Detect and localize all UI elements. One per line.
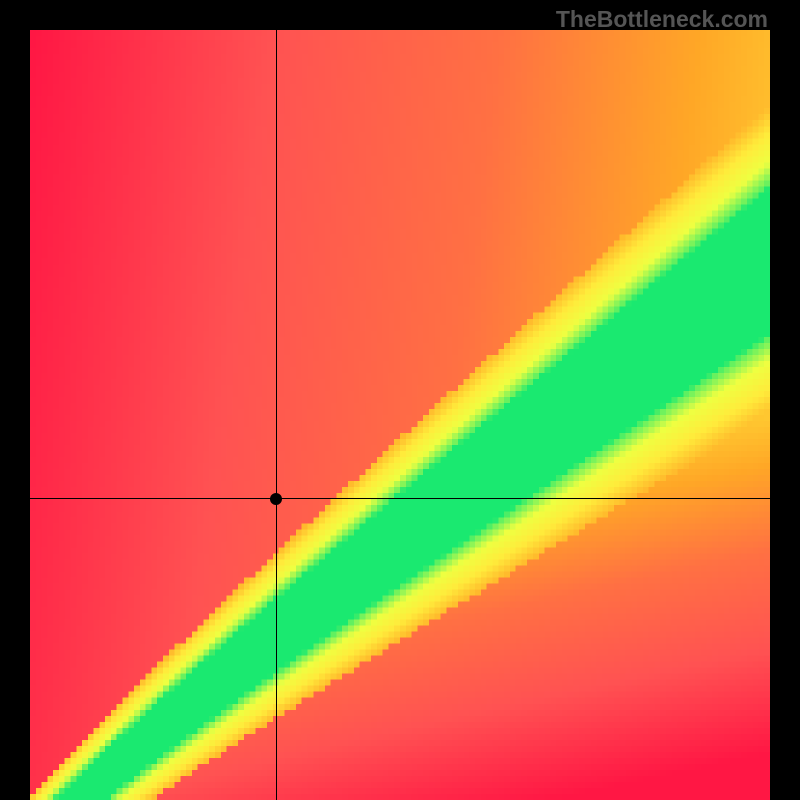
- watermark-text: TheBottleneck.com: [556, 6, 768, 33]
- crosshair-horizontal: [30, 498, 770, 499]
- bottleneck-heatmap: [30, 30, 770, 800]
- crosshair-vertical: [276, 30, 277, 800]
- chart-container: TheBottleneck.com: [0, 0, 800, 800]
